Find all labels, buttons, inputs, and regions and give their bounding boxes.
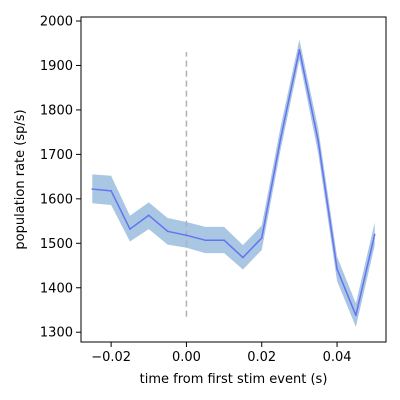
data-point (336, 268, 338, 270)
data-points (91, 49, 376, 317)
y-tick-label: 1900 (40, 59, 73, 74)
data-point (355, 314, 357, 317)
confidence-band (92, 39, 375, 327)
x-axis-label: time from first stim event (s) (140, 372, 328, 387)
data-point (298, 49, 301, 51)
data-point (317, 140, 320, 142)
y-tick-label: 1500 (40, 237, 73, 252)
data-point (242, 256, 244, 259)
y-tick-label: 1600 (40, 192, 73, 207)
data-point (260, 237, 263, 239)
data-point (223, 239, 225, 241)
y-axis-label: population rate (sp/s) (13, 109, 28, 249)
data-point (373, 233, 376, 236)
data-point (185, 234, 188, 237)
plot-frame (80, 16, 387, 343)
mean-rate-line (92, 49, 376, 317)
data-point (204, 239, 207, 241)
data-point (91, 188, 94, 190)
y-tick-label: 2000 (40, 15, 73, 30)
data-point (129, 228, 131, 230)
data-point (147, 214, 150, 217)
plot-area (91, 39, 376, 327)
x-tick-label: −0.02 (91, 350, 131, 365)
y-tick-label: 1800 (40, 103, 73, 118)
x-axis: −0.02 0.00 0.02 0.04 (91, 342, 352, 365)
y-tick-label: 1400 (40, 281, 73, 296)
data-point (110, 190, 112, 192)
x-tick-label: 0.02 (247, 350, 276, 365)
data-point (279, 138, 282, 140)
data-point (166, 230, 169, 233)
x-tick-label: 0.04 (323, 350, 352, 365)
y-axis: 1300 1400 1500 1600 1700 1800 1900 2000 (40, 15, 81, 341)
y-tick-label: 1300 (40, 326, 73, 341)
x-tick-label: 0.00 (172, 350, 201, 365)
y-tick-label: 1700 (40, 148, 73, 163)
